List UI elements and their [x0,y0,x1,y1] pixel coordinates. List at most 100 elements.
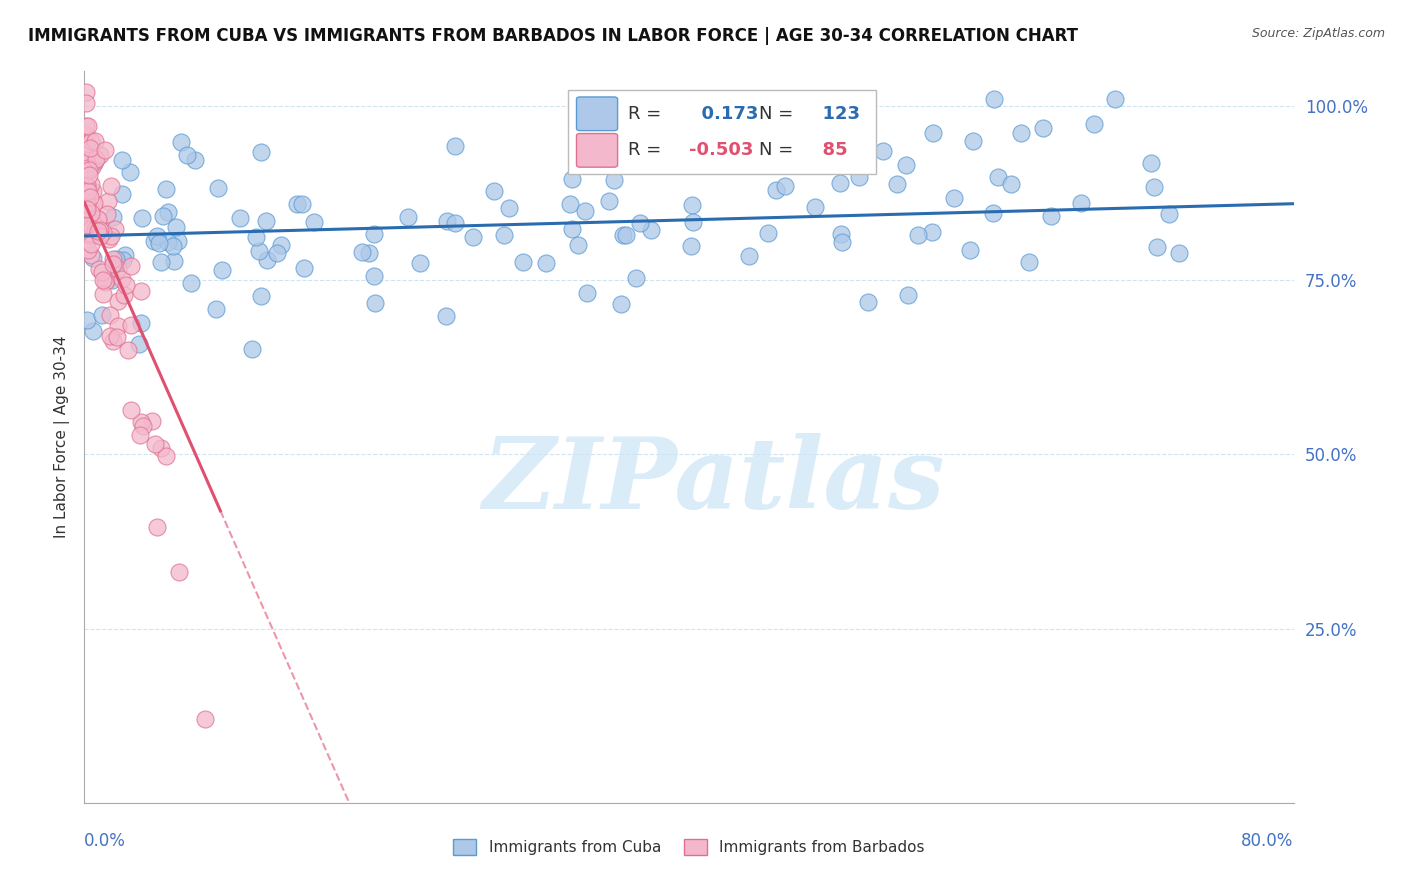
Point [87,212,110,227]
Point [132,419,155,434]
Point [498,201,520,215]
FancyBboxPatch shape [576,134,617,167]
Point [574,203,596,218]
Point [285,196,308,211]
Point [129,415,152,429]
Point [364,296,387,310]
Point [567,238,589,252]
Point [84,223,107,237]
Point [1000,177,1022,191]
Point [247,244,270,259]
Point [534,256,557,270]
Point [149,255,172,269]
Point [363,227,385,242]
Point [1018,255,1040,269]
Point [894,158,917,172]
Point [240,343,263,357]
Point [80,202,103,216]
Point [107,319,129,334]
Point [82,160,104,174]
Point [162,239,184,253]
Point [831,235,853,250]
Text: 80.0%: 80.0% [1241,832,1294,850]
Point [921,225,943,239]
Point [229,211,252,226]
Point [848,170,870,185]
Point [765,183,787,197]
Point [105,256,128,270]
Point [962,134,984,148]
Point [828,176,851,190]
Point [107,262,129,277]
Point [1039,209,1062,223]
Point [89,229,111,244]
Point [184,153,207,167]
Point [75,128,97,142]
Point [302,215,325,229]
Point [129,284,152,298]
Point [91,264,114,278]
Point [79,184,101,198]
Point [121,259,143,273]
Point [143,437,166,451]
Text: R =: R = [628,141,662,160]
Point [169,135,191,149]
Point [598,194,620,208]
Point [128,336,150,351]
Point [76,178,98,193]
Point [266,246,288,260]
Point [104,221,127,235]
Point [75,95,97,110]
Point [169,566,191,580]
Point [80,177,103,191]
Point [103,210,125,224]
Text: -0.503: -0.503 [689,141,754,160]
Point [75,158,97,172]
Point [80,206,103,220]
Point [107,294,129,309]
Text: N =: N = [759,141,793,160]
Point [75,119,97,133]
Point [254,214,277,228]
Point [492,227,515,242]
Text: N =: N = [759,104,793,123]
Point [76,161,98,176]
Text: ZIPatlas: ZIPatlas [482,433,945,529]
Point [91,286,114,301]
Point [614,227,637,242]
Point [91,273,114,287]
Point [561,172,583,186]
Point [75,153,97,167]
Point [205,302,228,317]
Point [129,317,152,331]
Point [176,147,198,161]
Point [82,228,104,243]
Point [83,216,105,230]
Point [97,194,120,208]
Point [640,223,662,237]
Point [100,228,122,243]
Point [76,202,98,217]
Point [256,252,278,267]
Point [97,231,120,245]
Point [79,190,101,204]
Point [165,219,187,234]
Point [101,257,124,271]
Point [1083,117,1105,131]
Text: IMMIGRANTS FROM CUBA VS IMMIGRANTS FROM BARBADOS IN LABOR FORCE | AGE 30-34 CORR: IMMIGRANTS FROM CUBA VS IMMIGRANTS FROM … [28,27,1078,45]
Point [942,191,965,205]
Point [830,227,852,241]
Point [114,248,136,262]
Point [482,184,505,198]
Point [396,211,419,225]
Point [75,137,97,152]
FancyBboxPatch shape [576,97,617,130]
Point [84,153,107,168]
Point [872,144,894,158]
Point [93,225,115,239]
Point [603,173,626,187]
Point [250,289,273,303]
Point [155,449,177,463]
Point [80,229,103,244]
Point [207,181,229,195]
